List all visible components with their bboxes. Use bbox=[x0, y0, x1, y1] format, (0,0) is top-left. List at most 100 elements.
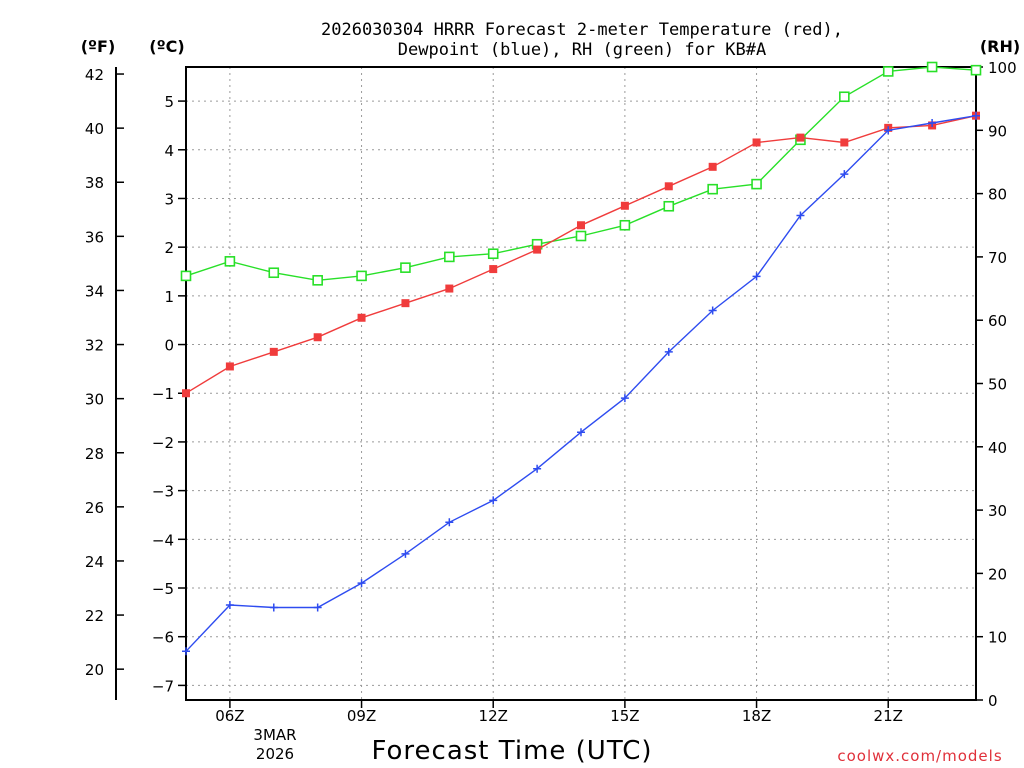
celsius-tick-label: 2 bbox=[164, 239, 174, 257]
fahrenheit-tick-label: 24 bbox=[85, 553, 104, 571]
fahrenheit-tick-label: 34 bbox=[85, 282, 104, 300]
plot-frame bbox=[185, 66, 977, 701]
rh-point bbox=[839, 91, 850, 103]
temperature-point bbox=[840, 138, 849, 147]
temperature-point bbox=[664, 182, 673, 191]
temperature-point bbox=[401, 299, 410, 308]
time-tick-label: 15Z bbox=[610, 707, 639, 725]
rh-tick-label: 100 bbox=[988, 59, 1017, 77]
rh-tick-label: 70 bbox=[988, 249, 1007, 267]
fahrenheit-axis: 20 22 24 26 28 30 32 34 36 38 40 42 bbox=[85, 66, 124, 679]
celsius-axis: −7 −6 −5 −4 −3 −2 −1 0 1 2 3 4 5 bbox=[152, 93, 186, 695]
rh-tick-label: 40 bbox=[988, 439, 1007, 457]
rh-point bbox=[926, 61, 938, 73]
temperature-line bbox=[185, 115, 977, 394]
date-label-year: 2026 bbox=[256, 745, 294, 763]
time-tick-label: 18Z bbox=[742, 707, 771, 725]
temperature-point bbox=[620, 201, 629, 210]
dewpoint-point bbox=[577, 428, 585, 437]
temperature-point bbox=[708, 162, 717, 171]
temperature-point bbox=[489, 265, 498, 274]
rh-point bbox=[356, 270, 367, 282]
fahrenheit-tick-label: 40 bbox=[85, 120, 104, 138]
temperature-point bbox=[533, 245, 542, 254]
rh-point bbox=[312, 275, 323, 286]
rh-tick-label: 20 bbox=[988, 565, 1007, 583]
temperature-point bbox=[313, 333, 322, 342]
dewpoint-point bbox=[313, 603, 322, 612]
dewpoint-point bbox=[401, 549, 410, 558]
chart-title-line-1: 2026030304 HRRR Forecast 2-meter Tempera… bbox=[321, 20, 843, 40]
rh-point bbox=[268, 267, 280, 279]
fahrenheit-tick-label: 30 bbox=[85, 391, 104, 409]
celsius-tick-label: −3 bbox=[152, 483, 174, 501]
rh-point bbox=[970, 64, 982, 76]
rh-point bbox=[400, 262, 411, 273]
dewpoint-point bbox=[620, 394, 629, 403]
dewpoint-point bbox=[884, 126, 893, 135]
dewpoint-point bbox=[269, 603, 278, 612]
dewpoint-point bbox=[489, 496, 498, 505]
fahrenheit-tick-label: 38 bbox=[85, 174, 104, 192]
time-tick-label: 12Z bbox=[479, 707, 508, 725]
rh-tick-label: 10 bbox=[988, 629, 1007, 647]
fahrenheit-tick-label: 32 bbox=[85, 337, 104, 355]
celsius-tick-label: 5 bbox=[164, 93, 174, 111]
dewpoint-point bbox=[928, 118, 937, 127]
celsius-tick-label: −6 bbox=[152, 629, 174, 647]
fahrenheit-tick-label: 28 bbox=[85, 445, 104, 463]
temperature-point bbox=[182, 389, 190, 398]
rh-axis: 0 10 20 30 40 50 60 70 80 90 100 bbox=[976, 59, 1017, 710]
celsius-tick-label: 1 bbox=[164, 288, 174, 306]
time-tick-label: 06Z bbox=[215, 707, 244, 725]
dewpoint-series bbox=[182, 111, 980, 656]
dewpoint-point bbox=[972, 111, 980, 120]
dewpoint-point bbox=[225, 601, 234, 610]
fahrenheit-unit-label: (ºF) bbox=[81, 37, 116, 56]
temperature-point bbox=[445, 284, 454, 293]
celsius-tick-label: −7 bbox=[152, 677, 174, 695]
rh-point bbox=[619, 219, 631, 231]
dewpoint-point bbox=[357, 579, 366, 588]
dewpoint-point bbox=[664, 347, 673, 356]
time-axis: 06Z 09Z 12Z 15Z 18Z 21Z bbox=[215, 700, 903, 725]
rh-unit-label: (RH) bbox=[980, 37, 1020, 56]
rh-tick-label: 50 bbox=[988, 376, 1007, 394]
rh-tick-label: 0 bbox=[988, 692, 998, 710]
rh-point bbox=[707, 183, 718, 195]
temperature-point bbox=[225, 362, 234, 371]
rh-tick-label: 80 bbox=[988, 186, 1007, 204]
celsius-tick-label: 4 bbox=[164, 142, 174, 160]
dewpoint-point bbox=[796, 211, 805, 220]
temperature-series bbox=[182, 111, 980, 398]
rh-point bbox=[663, 200, 675, 212]
rh-point bbox=[751, 178, 762, 190]
rh-point bbox=[444, 251, 455, 263]
dewpoint-line bbox=[185, 115, 977, 652]
celsius-tick-label: −2 bbox=[152, 434, 174, 452]
temperature-point bbox=[796, 133, 805, 142]
celsius-tick-label: −4 bbox=[152, 531, 174, 549]
rh-point bbox=[224, 256, 236, 267]
rh-point bbox=[180, 270, 192, 282]
date-label-day: 3MAR bbox=[253, 726, 296, 744]
celsius-unit-label: (ºC) bbox=[149, 37, 184, 56]
chart-title-line-2: Dewpoint (blue), RH (green) for KB#A bbox=[398, 40, 766, 60]
grid-lines bbox=[186, 67, 976, 700]
temperature-point bbox=[269, 347, 278, 356]
dewpoint-point bbox=[708, 306, 717, 315]
credit-text: coolwx.com/models bbox=[837, 747, 1002, 765]
celsius-tick-label: 0 bbox=[164, 337, 174, 355]
rh-series bbox=[180, 61, 982, 286]
celsius-tick-label: 3 bbox=[164, 190, 174, 208]
rh-point bbox=[882, 66, 894, 77]
temperature-point bbox=[577, 221, 585, 230]
dewpoint-point bbox=[752, 272, 761, 281]
rh-tick-label: 90 bbox=[988, 122, 1007, 140]
dewpoint-point bbox=[533, 464, 542, 473]
rh-tick-label: 60 bbox=[988, 312, 1007, 330]
time-tick-label: 09Z bbox=[347, 707, 376, 725]
fahrenheit-tick-label: 36 bbox=[85, 228, 104, 246]
fahrenheit-tick-label: 20 bbox=[85, 661, 104, 679]
